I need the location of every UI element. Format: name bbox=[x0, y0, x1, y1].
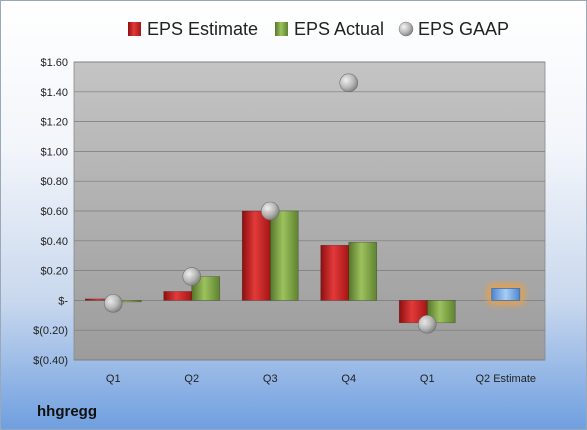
x-tick-label: Q1 bbox=[420, 373, 435, 385]
bar-next-quarter-estimate bbox=[491, 288, 521, 301]
legend-label: EPS Estimate bbox=[147, 19, 258, 39]
bar-eps-estimate bbox=[320, 244, 350, 301]
y-tick-label: $(0.20) bbox=[33, 325, 68, 337]
x-tick-label: Q2 Estimate bbox=[475, 373, 536, 385]
x-tick-label: Q4 bbox=[341, 373, 356, 385]
marker-eps-gaap bbox=[182, 267, 202, 286]
legend-label: EPS Actual bbox=[294, 19, 384, 39]
legend-label: EPS GAAP bbox=[418, 19, 509, 39]
bar-eps-actual bbox=[426, 300, 456, 324]
bar-eps-estimate bbox=[241, 210, 271, 301]
y-tick-label: $0.20 bbox=[40, 266, 68, 278]
y-tick-label: $1.00 bbox=[40, 146, 68, 158]
y-tick-label: $1.60 bbox=[40, 57, 68, 69]
bar-eps-actual bbox=[348, 241, 378, 301]
marker-eps-gaap bbox=[260, 201, 280, 221]
bar-eps-estimate bbox=[163, 291, 193, 301]
legend-swatch-eps-estimate bbox=[128, 22, 141, 36]
marker-eps-gaap bbox=[339, 73, 359, 93]
bar-eps-actual bbox=[269, 210, 299, 301]
y-tick-label: $1.20 bbox=[40, 117, 68, 129]
y-tick-label: $0.40 bbox=[40, 236, 68, 248]
brand-label: hhgregg bbox=[37, 403, 97, 420]
y-tick-label: $0.60 bbox=[40, 206, 68, 218]
x-tick-label: Q1 bbox=[106, 373, 121, 385]
x-tick-label: Q3 bbox=[263, 373, 278, 385]
legend-swatch-eps-gaap bbox=[398, 21, 414, 37]
x-tick-label: Q2 bbox=[184, 373, 199, 385]
y-tick-label: $(0.40) bbox=[33, 355, 68, 367]
y-tick-label: $- bbox=[58, 295, 68, 307]
legend-swatch-eps-actual bbox=[275, 22, 288, 36]
marker-eps-gaap bbox=[417, 314, 437, 334]
y-tick-label: $0.80 bbox=[40, 176, 68, 188]
marker-eps-gaap bbox=[103, 294, 123, 313]
y-tick-label: $1.40 bbox=[40, 87, 68, 99]
